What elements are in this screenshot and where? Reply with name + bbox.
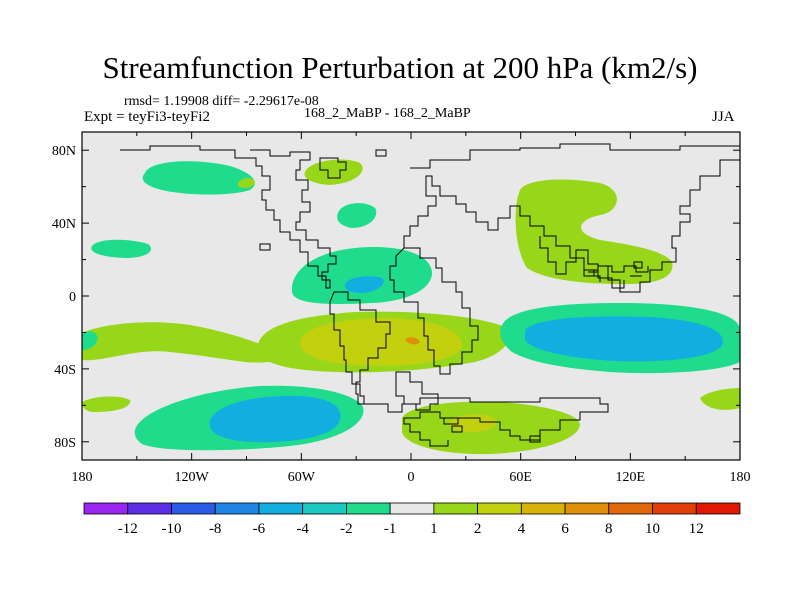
y-axis: 80N 40N 0 40S 80S: [52, 144, 740, 451]
coastline-eurasia: [403, 143, 740, 293]
colorbar-label: 1: [430, 521, 438, 537]
colorbar-label: -10: [161, 521, 181, 537]
feature-southern-peak: [299, 318, 462, 366]
colorbar-label: -6: [253, 521, 266, 537]
feature-pacific-north-core: [238, 177, 255, 189]
colorbar-swatch: [345, 502, 391, 515]
colorbar-label: 2: [474, 521, 482, 537]
colorbar-swatch: [433, 502, 479, 515]
coastline-greenland: [319, 157, 347, 179]
colorbar-swatch: [127, 502, 172, 515]
colorbar-swatch: [302, 502, 347, 515]
feature-pacific-north: [142, 161, 255, 195]
feature-tropical-atlantic-core: [344, 276, 384, 293]
feature-east-pacific: [91, 239, 152, 258]
feature-east-pacific-green: [82, 396, 131, 412]
y-tick-label: 80S: [54, 436, 76, 451]
x-tick-label: 120E: [616, 470, 646, 485]
x-tick-label: 180: [730, 470, 751, 485]
feature-indian-ocean-low-core: [525, 316, 723, 362]
colorbar-swatch: [389, 502, 435, 515]
coastline-islands: [259, 149, 643, 443]
colorbar: -12 -10 -8 -6 -4 -2 -1 1 2 4 6 8 10 12: [83, 502, 741, 537]
x-tick-label: 180: [72, 470, 93, 485]
colorbar-label: -4: [296, 521, 309, 537]
colorbar-swatch: [564, 502, 610, 515]
experiment-label: Expt = teyFi3-teyFi2: [84, 109, 210, 125]
feature-southern-peak-center: [405, 337, 420, 345]
colorbar-label: -1: [384, 521, 397, 537]
colorbar-swatch: [608, 502, 653, 515]
x-tick-label: 60E: [509, 470, 532, 485]
coastline-antarctica: [364, 397, 609, 447]
feature-north-atlantic: [337, 203, 377, 228]
feature-south-pacific-low-core: [209, 395, 341, 443]
chart-title: Streamfunction Perturbation at 200 hPa (…: [102, 50, 698, 85]
colorbar-label: 8: [605, 521, 613, 537]
colorbar-swatch: [83, 502, 129, 515]
x-tick-label: 120W: [175, 470, 210, 485]
feature-tropical-atlantic: [291, 247, 433, 304]
stats-label: rmsd= 1.19908 diff= -2.29617e-08: [124, 94, 319, 109]
colorbar-swatch: [652, 502, 697, 515]
colorbar-label: -2: [340, 521, 353, 537]
colorbar-swatch: [695, 502, 741, 515]
colorbar-label: -12: [118, 521, 138, 537]
colorbar-swatch: [214, 502, 260, 515]
colorbar-label: 10: [645, 521, 660, 537]
colorbar-label: 12: [689, 521, 704, 537]
feature-arctic-atlantic: [304, 159, 363, 185]
colorbar-label: 4: [518, 521, 526, 537]
season-label: JJA: [712, 109, 735, 125]
coastline-australia: [395, 371, 439, 411]
y-tick-label: 0: [69, 290, 76, 305]
feature-southern-band-west-teal: [82, 331, 98, 350]
coastline-layer: [120, 143, 740, 447]
feature-east-south-pacific-green: [700, 388, 740, 410]
y-tick-label: 80N: [52, 144, 76, 159]
feature-asian-monsoon: [515, 179, 673, 285]
feature-antarctic-atlantic-peak: [449, 414, 497, 432]
colorbar-swatch: [520, 502, 566, 515]
colorbar-label: 6: [561, 521, 569, 537]
colorbar-swatch: [258, 502, 304, 515]
x-tick-label: 0: [408, 470, 415, 485]
coastline-south-asia: [539, 236, 625, 289]
y-tick-label: 40N: [52, 217, 76, 232]
case-label: 168_2_MaBP - 168_2_MaBP: [304, 106, 471, 121]
x-axis: 180 120W 60W 0 60E 120E 180: [72, 132, 751, 485]
coastline-africa: [389, 247, 479, 375]
feature-southern-band-west: [82, 322, 282, 363]
y-tick-label: 40S: [54, 363, 76, 378]
colorbar-swatch: [477, 502, 522, 515]
colorbar-swatch: [171, 502, 216, 515]
coastline-north-america: [120, 145, 337, 289]
x-tick-label: 60W: [288, 470, 316, 485]
coastline-south-america: [329, 291, 391, 405]
colorbar-label: -8: [209, 521, 222, 537]
